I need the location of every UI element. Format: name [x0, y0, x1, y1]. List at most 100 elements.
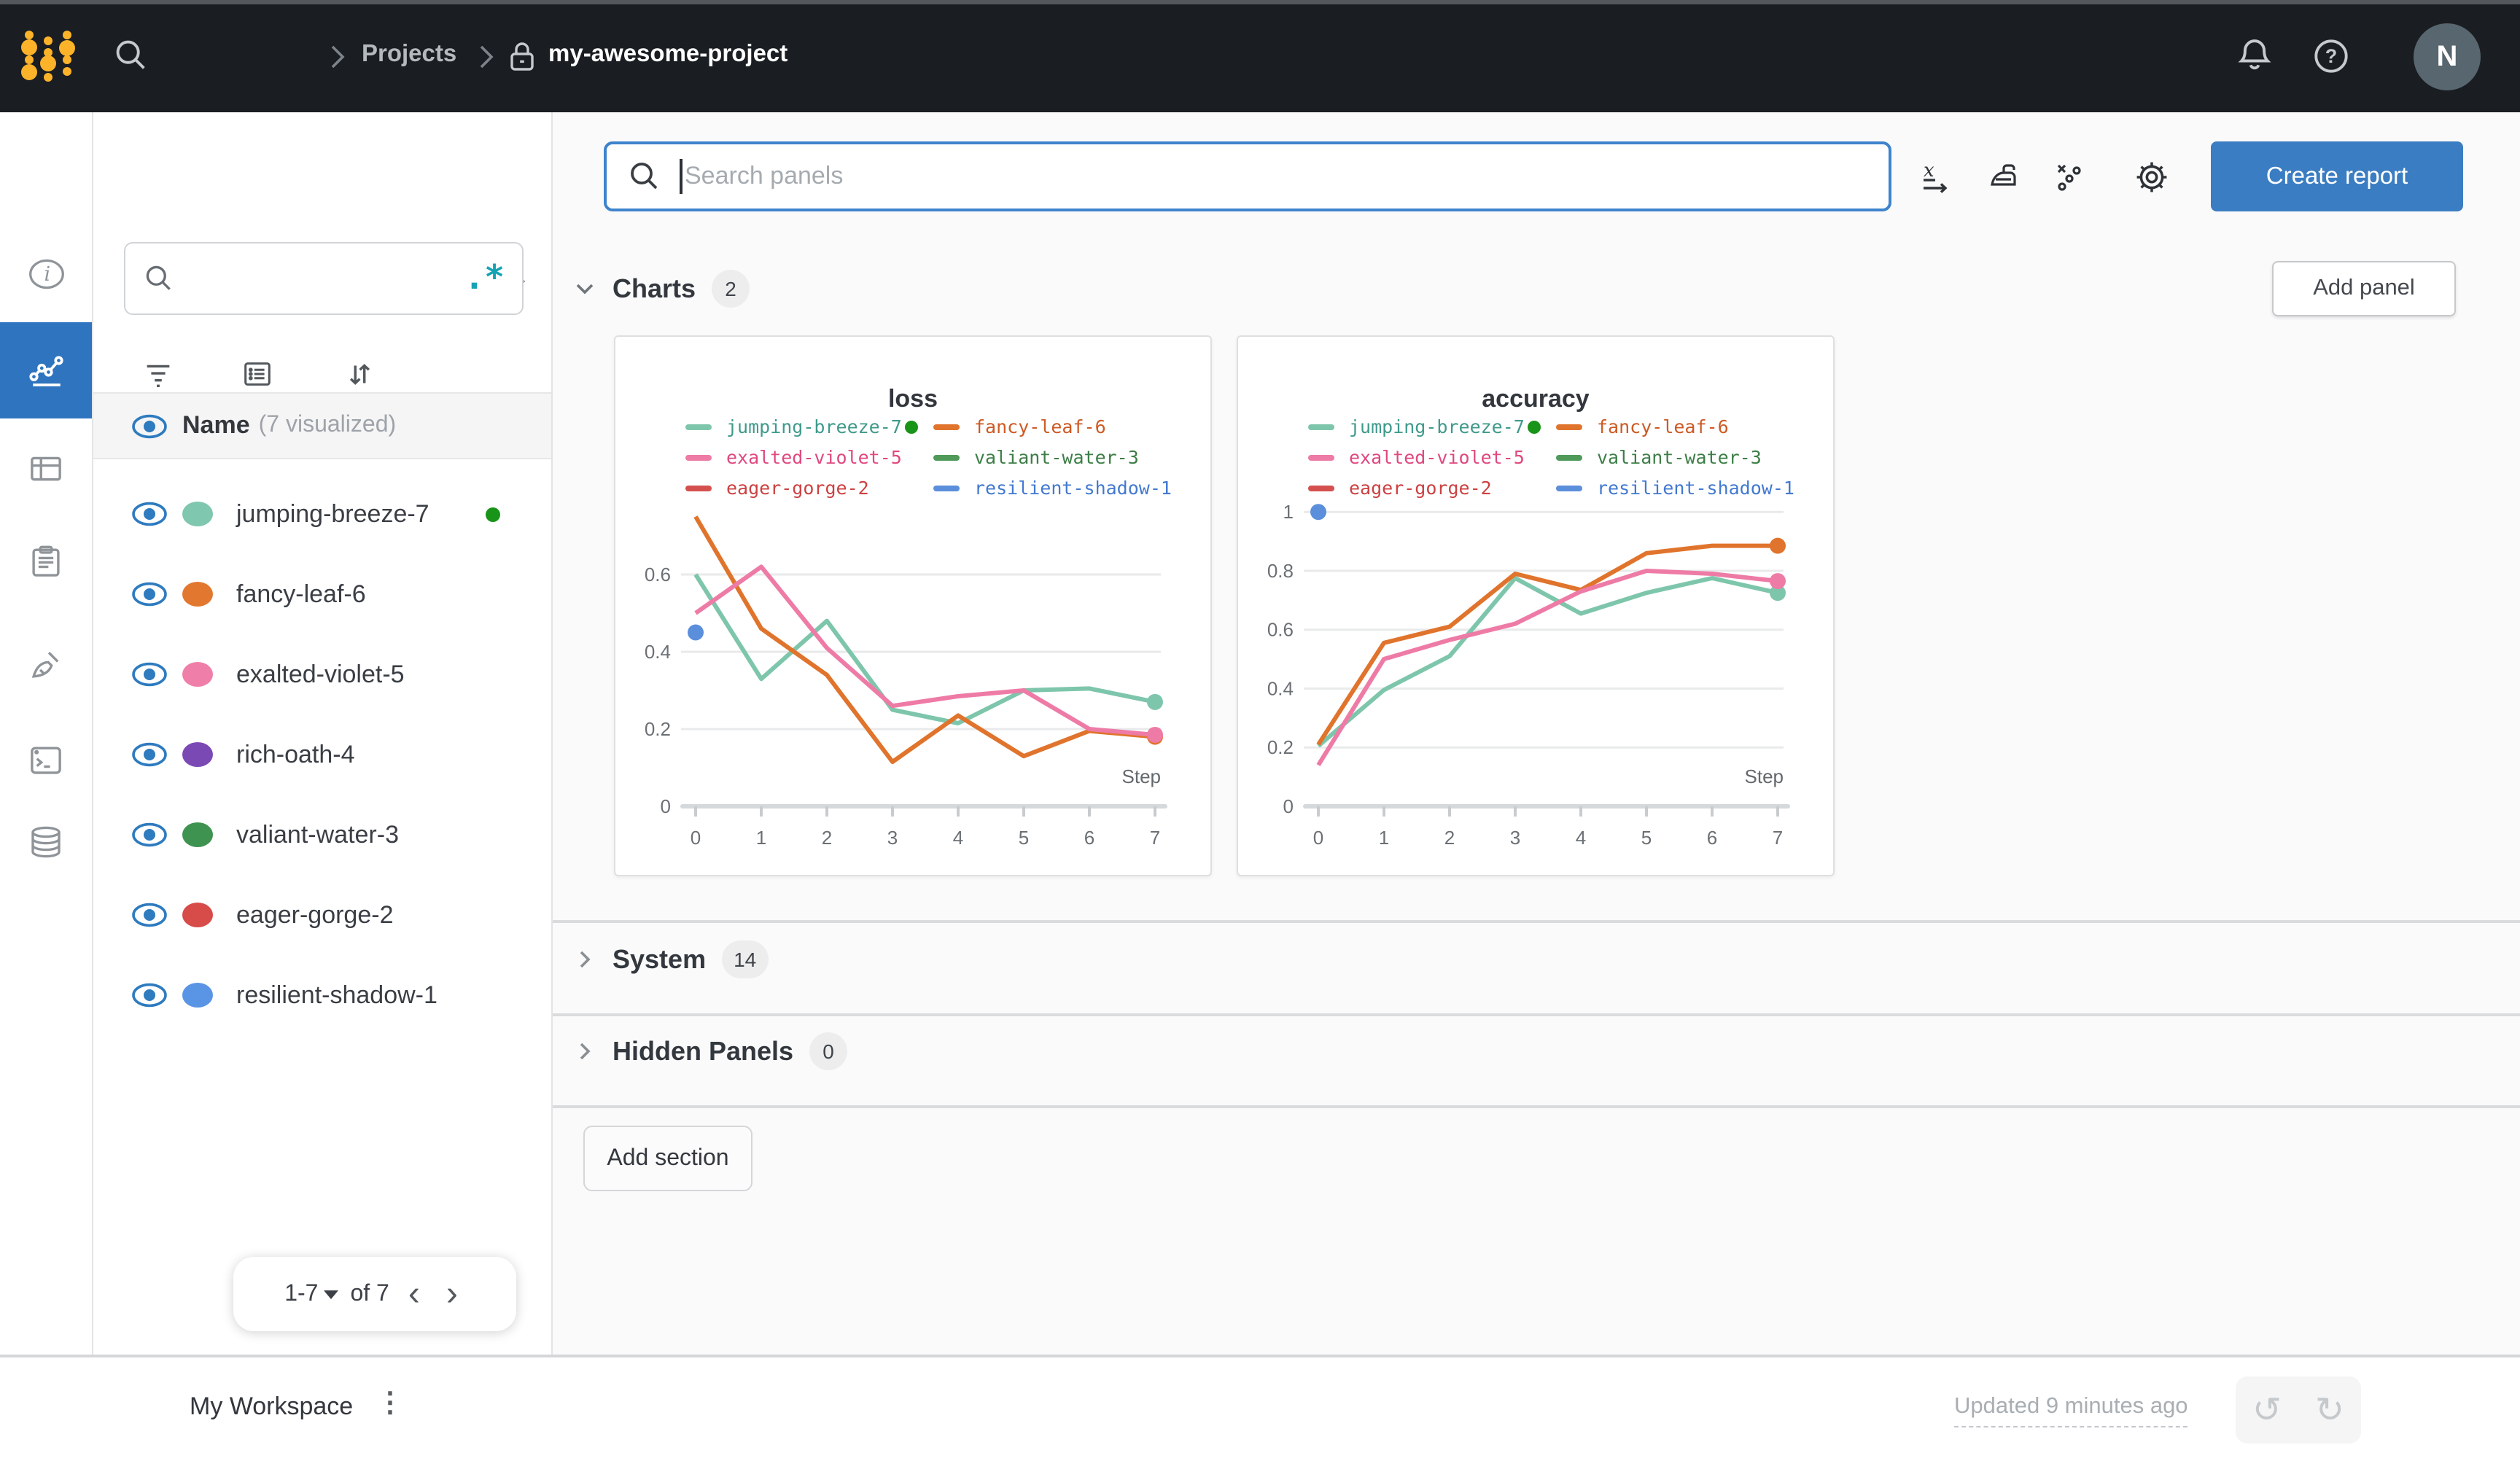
run-visibility-eye-icon[interactable]	[131, 903, 168, 927]
y-tick-label: 0.4	[1267, 677, 1294, 699]
legend-label: fancy-leaf-6	[974, 416, 1106, 437]
nav-workspace-chart-icon[interactable]	[0, 322, 92, 418]
panel-search-box[interactable]: Search panels	[604, 141, 1891, 211]
run-color-dot[interactable]	[182, 742, 213, 767]
redo-icon[interactable]: ↻	[2314, 1390, 2345, 1430]
runs-list-header[interactable]: Name (7 visualized)	[93, 392, 551, 459]
hidden-panels-section-label: Hidden Panels	[612, 1036, 794, 1065]
y-tick-label: 0.8	[1267, 560, 1294, 582]
visibility-all-eye-icon[interactable]	[131, 413, 168, 438]
nav-sweeps-broom-icon[interactable]	[0, 628, 92, 698]
workspace-menu-kebab-icon[interactable]: ⋮	[376, 1388, 404, 1419]
panel-loss[interactable]: loss jumping-breeze-7 fancy-leaf-6 exalted-…	[614, 335, 1212, 876]
next-page-button[interactable]: ›	[446, 1274, 458, 1313]
run-color-dot[interactable]	[182, 983, 213, 1008]
regex-toggle[interactable]: .*	[464, 260, 505, 297]
notifications-bell-icon[interactable]	[2234, 35, 2275, 76]
smoothing-iron-icon[interactable]	[1975, 147, 2033, 206]
run-color-dot[interactable]	[182, 903, 213, 927]
run-row[interactable]: fancy-leaf-6	[93, 554, 551, 634]
outlier-points-icon[interactable]	[2040, 147, 2099, 206]
nav-overview-info-icon[interactable]: i	[0, 239, 92, 309]
run-visibility-eye-icon[interactable]	[131, 662, 168, 687]
run-name[interactable]: valiant-water-3	[236, 820, 399, 848]
breadcrumb-project-name[interactable]: my-awesome-project	[548, 41, 788, 67]
legend-label: resilient-shadow-1	[1597, 478, 1794, 499]
avatar-initial: N	[2436, 40, 2458, 72]
run-row[interactable]: exalted-violet-5	[93, 634, 551, 714]
pagination: 1-7 of 7 ‹ ›	[233, 1257, 516, 1331]
x-tick-label: 7	[1773, 827, 1783, 849]
run-row[interactable]: valiant-water-3	[93, 795, 551, 875]
x-tick-label: 7	[1150, 827, 1160, 849]
section-divider	[553, 920, 2520, 923]
group-list-icon[interactable]	[241, 357, 274, 391]
run-visibility-eye-icon[interactable]	[131, 502, 168, 526]
run-name[interactable]: eager-gorge-2	[236, 900, 394, 928]
run-row[interactable]: rich-oath-4	[93, 714, 551, 795]
run-color-dot[interactable]	[182, 582, 213, 607]
legend-swatch	[685, 486, 712, 491]
add-panel-button[interactable]: Add panel	[2272, 261, 2456, 316]
run-color-dot[interactable]	[182, 662, 213, 687]
prev-page-button[interactable]: ‹	[408, 1274, 420, 1313]
x-tick-label: 0	[691, 827, 701, 849]
system-section-header[interactable]: System 14	[573, 940, 769, 978]
run-color-dot[interactable]	[182, 502, 213, 526]
run-name[interactable]: exalted-violet-5	[236, 660, 405, 687]
hidden-panels-count-badge: 0	[809, 1032, 848, 1070]
breadcrumb-projects-link[interactable]: Projects	[362, 41, 457, 67]
add-section-button[interactable]: Add section	[583, 1126, 752, 1191]
legend-entry: exalted-violet-5	[685, 447, 902, 468]
legend-swatch	[1308, 486, 1334, 491]
avatar[interactable]: N	[2414, 23, 2481, 90]
series-line	[694, 564, 1156, 737]
svg-text:?: ?	[2325, 45, 2338, 67]
x-axis-label: Step	[1745, 765, 1784, 787]
nav-jobs-clipboard-icon[interactable]	[0, 526, 92, 596]
accuracy-chart: accuracy jumping-breeze-7 fancy-leaf-6 exal…	[1267, 385, 1794, 849]
runs-search-input[interactable]	[175, 264, 464, 293]
hidden-panels-section-header[interactable]: Hidden Panels 0	[573, 1032, 848, 1070]
run-row[interactable]: resilient-shadow-1	[93, 955, 551, 1035]
legend-entry: eager-gorge-2	[1308, 478, 1492, 499]
nav-logs-terminal-icon[interactable]	[0, 725, 92, 795]
x-axis-settings-icon[interactable]: x	[1906, 147, 1964, 206]
page-range-label: 1-7	[284, 1281, 319, 1306]
legend-swatch	[933, 486, 960, 491]
create-report-button[interactable]: Create report	[2211, 141, 2463, 211]
legend-entry: exalted-violet-5	[1308, 447, 1525, 468]
nav-runs-table-icon[interactable]	[0, 433, 92, 503]
run-name[interactable]: fancy-leaf-6	[236, 580, 366, 607]
wandb-logo-icon[interactable]	[18, 28, 82, 86]
run-visibility-eye-icon[interactable]	[131, 983, 168, 1008]
run-color-dot[interactable]	[182, 822, 213, 847]
series-point	[1310, 504, 1326, 521]
panel-accuracy[interactable]: accuracy jumping-breeze-7 fancy-leaf-6 exal…	[1237, 335, 1835, 876]
undo-icon[interactable]: ↺	[2252, 1390, 2282, 1430]
run-name[interactable]: jumping-breeze-7	[236, 499, 429, 527]
run-row[interactable]: jumping-breeze-7	[93, 474, 551, 554]
legend-running-dot	[905, 421, 918, 434]
run-name[interactable]: resilient-shadow-1	[236, 981, 438, 1008]
sort-icon[interactable]	[343, 357, 376, 391]
filter-icon[interactable]	[141, 357, 175, 391]
global-search-icon[interactable]	[112, 36, 150, 74]
run-visibility-eye-icon[interactable]	[131, 822, 168, 847]
charts-section-header[interactable]: Charts 2	[573, 270, 750, 308]
y-tick-label: 1	[1283, 501, 1294, 523]
page-range-dropdown[interactable]: 1-7	[284, 1281, 339, 1307]
legend-swatch	[933, 424, 960, 430]
run-visibility-eye-icon[interactable]	[131, 742, 168, 767]
updated-timestamp[interactable]: Updated 9 minutes ago	[1954, 1394, 2188, 1427]
settings-gear-icon[interactable]	[2122, 147, 2180, 206]
run-name[interactable]: rich-oath-4	[236, 740, 355, 768]
y-tick-label: 0	[1283, 795, 1294, 817]
legend-label: valiant-water-3	[974, 447, 1139, 468]
help-icon[interactable]: ?	[2311, 36, 2351, 76]
run-visibility-eye-icon[interactable]	[131, 582, 168, 607]
series-end-dot	[1147, 726, 1163, 743]
run-row[interactable]: eager-gorge-2	[93, 875, 551, 955]
legend-swatch	[685, 424, 712, 430]
nav-artifacts-database-icon[interactable]	[0, 806, 92, 876]
